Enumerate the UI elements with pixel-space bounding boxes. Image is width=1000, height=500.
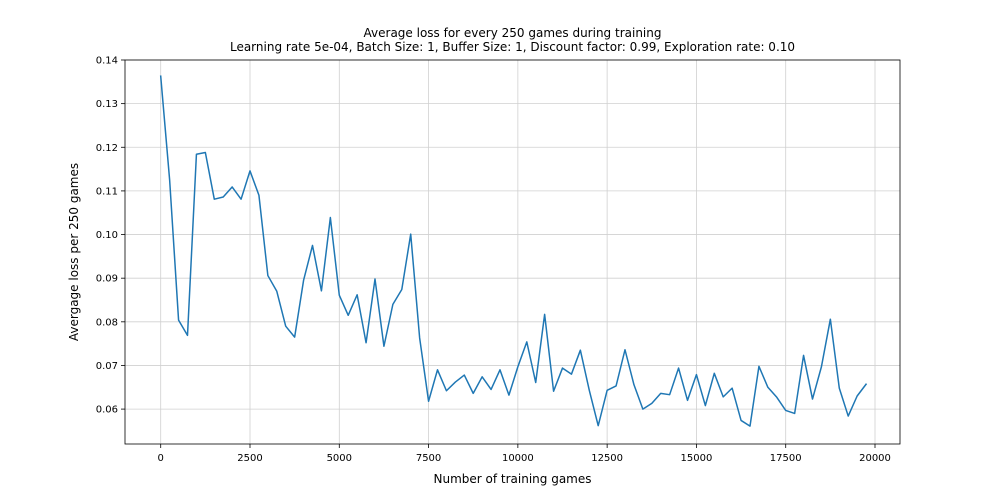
y-tick-label: 0.10 xyxy=(96,230,118,241)
x-tick-label: 17500 xyxy=(770,453,802,464)
x-tick-label: 15000 xyxy=(681,453,713,464)
y-tick-label: 0.11 xyxy=(96,186,118,197)
x-axis-ticks: 0 2500 5000 7500 10000 12500 15000 17500 20000 xyxy=(158,444,891,464)
y-tick-label: 0.06 xyxy=(96,405,118,416)
y-tick-label: 0.09 xyxy=(96,274,118,285)
x-tick-label: 5000 xyxy=(327,453,352,464)
x-tick-label: 7500 xyxy=(416,453,441,464)
x-tick-label: 2500 xyxy=(237,453,262,464)
chart-title: Average loss for every 250 games during … xyxy=(364,26,662,40)
plot-frame xyxy=(124,59,901,445)
y-tick-label: 0.12 xyxy=(96,143,118,154)
x-axis-label: Number of training games xyxy=(434,472,592,486)
y-tick-label: 0.13 xyxy=(96,99,118,110)
x-tick-label: 20000 xyxy=(859,453,891,464)
chart-subtitle: Learning rate 5e-04, Batch Size: 1, Buff… xyxy=(230,40,795,54)
y-tick-label: 0.07 xyxy=(96,361,118,372)
y-tick-label: 0.14 xyxy=(96,56,118,67)
loss-series-line xyxy=(159,75,868,427)
y-axis-label: Avergage loss per 250 games xyxy=(67,163,81,341)
y-axis-ticks: 0.06 0.07 0.08 0.09 0.10 0.11 0.12 0.13 0.14 xyxy=(96,56,125,416)
x-tick-label: 10000 xyxy=(502,453,534,464)
x-tick-label: 0 xyxy=(158,453,164,464)
x-tick-label: 12500 xyxy=(591,453,623,464)
grid-lines xyxy=(125,59,900,444)
y-tick-label: 0.08 xyxy=(96,317,118,328)
